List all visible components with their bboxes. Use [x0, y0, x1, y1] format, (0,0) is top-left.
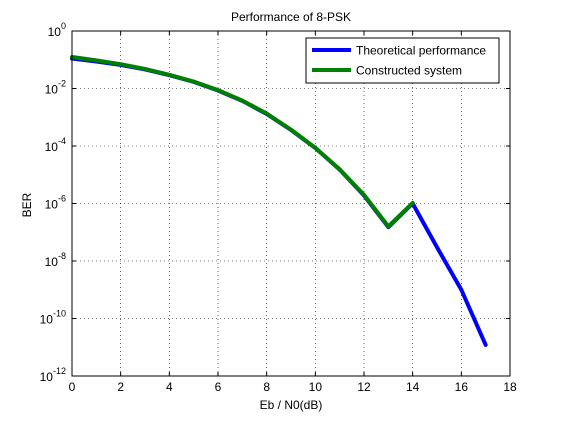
legend-label-theoretical: Theoretical performance: [356, 44, 486, 58]
ticks: [71, 30, 511, 377]
x-tick-label: 10: [309, 380, 323, 394]
y-axis-label: BER: [20, 192, 34, 217]
legend: Theoretical performance Constructed syst…: [305, 37, 500, 84]
x-tick-label: 6: [215, 380, 222, 394]
x-tick-label: 4: [166, 380, 173, 394]
legend-label-constructed: Constructed system: [356, 64, 462, 78]
x-tick-label: 0: [69, 380, 76, 394]
x-tick-label: 12: [357, 380, 371, 394]
x-axis-label: Eb / N0(dB): [260, 398, 323, 412]
y-tick-label: 10-4: [45, 136, 66, 154]
y-tick-label: 10-6: [45, 194, 66, 212]
y-tick-label: 10-12: [40, 366, 66, 384]
x-tick-label: 16: [455, 380, 469, 394]
legend-box: [305, 37, 500, 84]
tick-labels: 0 2 4 6 8 10 12 14 16 18 100 10-2 10-4 10-6 10-8 10-10 1…: [40, 21, 517, 394]
series-lines: [70, 54, 488, 347]
y-tick-label: 10-10: [40, 309, 66, 327]
x-tick-label: 2: [117, 380, 124, 394]
x-tick-label: 18: [503, 380, 517, 394]
series-line-constructed: [70, 54, 415, 229]
y-tick-label: 100: [48, 21, 66, 39]
grid: [72, 31, 510, 376]
x-tick-label: 14: [406, 380, 420, 394]
x-tick-label: 8: [263, 380, 270, 394]
y-tick-label: 10-8: [45, 251, 66, 269]
chart-title: Performance of 8-PSK: [231, 10, 351, 24]
y-tick-label: 10-2: [45, 79, 66, 97]
